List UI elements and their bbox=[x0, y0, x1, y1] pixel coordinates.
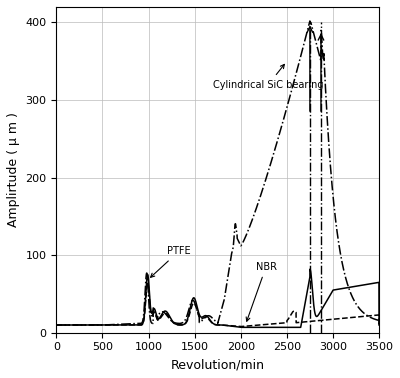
Text: Cylindrical SiC bearing: Cylindrical SiC bearing bbox=[213, 64, 324, 90]
Text: NBR: NBR bbox=[246, 262, 276, 321]
X-axis label: Revolution/min: Revolution/min bbox=[171, 358, 265, 371]
Y-axis label: Amplirtude ( μ m ): Amplirtude ( μ m ) bbox=[7, 112, 20, 227]
Text: PTFE: PTFE bbox=[150, 246, 191, 277]
